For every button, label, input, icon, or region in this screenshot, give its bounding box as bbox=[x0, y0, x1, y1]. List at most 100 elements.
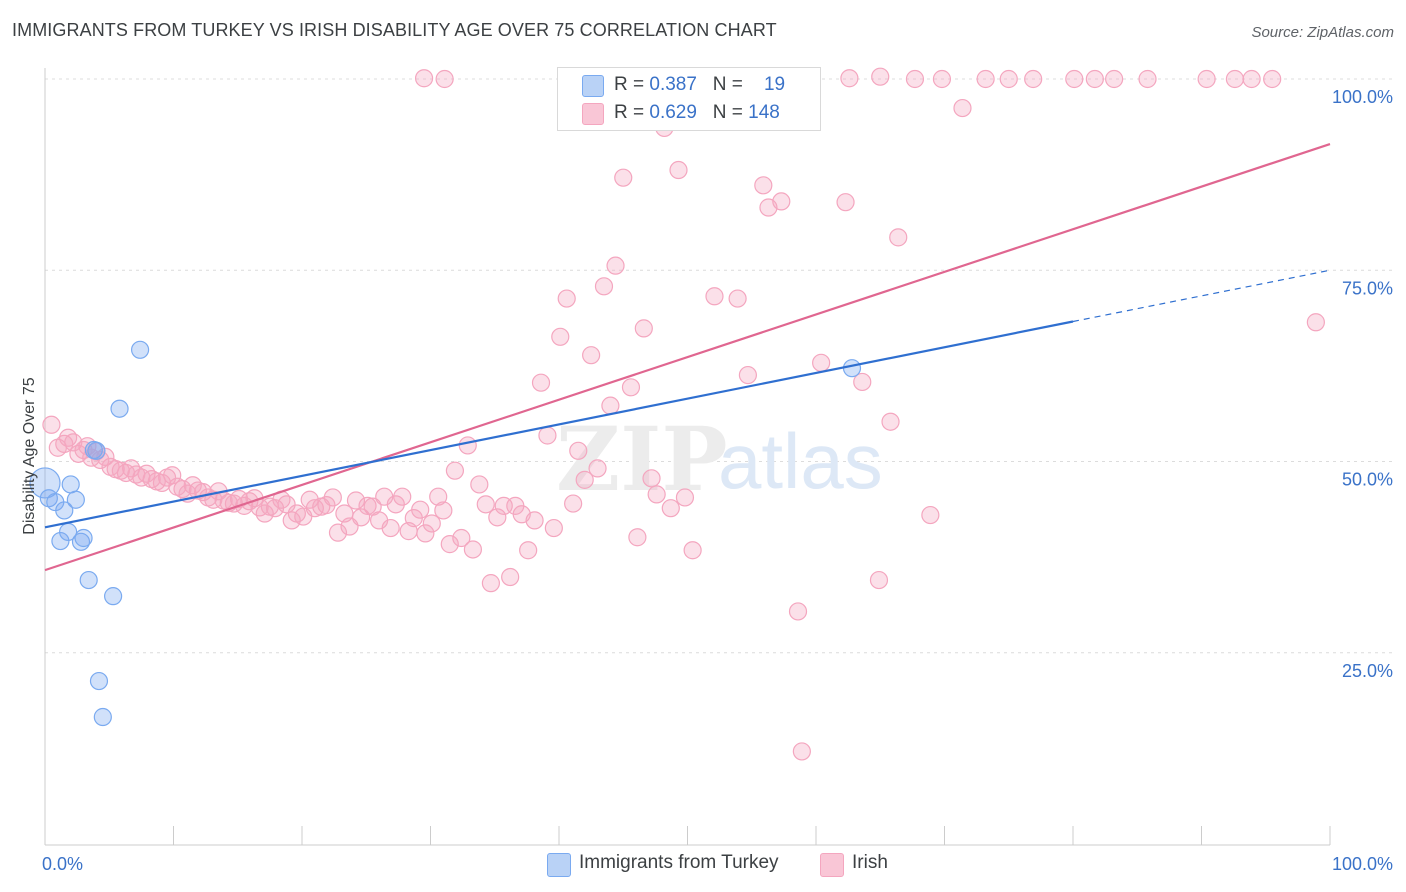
irish-point bbox=[163, 466, 182, 485]
irish-point bbox=[411, 500, 430, 519]
irish-point bbox=[905, 69, 925, 89]
irish-point bbox=[871, 67, 890, 86]
irish-point bbox=[788, 602, 808, 621]
irish-point bbox=[463, 540, 483, 559]
irish-point bbox=[96, 447, 115, 467]
irish-point bbox=[452, 528, 471, 548]
turkey-points bbox=[29, 340, 862, 727]
legend-r-value: 0.629 bbox=[649, 102, 697, 123]
irish-point bbox=[481, 574, 500, 593]
irish-point bbox=[501, 567, 520, 587]
irish-point bbox=[358, 496, 377, 515]
irish-point bbox=[434, 501, 453, 520]
turkey-point bbox=[55, 501, 74, 520]
irish-point bbox=[381, 518, 400, 538]
irish-point bbox=[470, 475, 489, 494]
irish-point bbox=[393, 487, 412, 506]
turkey-point bbox=[61, 475, 80, 494]
legend-r-label: R = bbox=[614, 102, 650, 123]
irish-point bbox=[435, 69, 454, 89]
irish-point bbox=[683, 541, 702, 560]
irish-point bbox=[932, 69, 952, 89]
y-axis-label: Disability Age Over 75 bbox=[21, 377, 38, 535]
turkey-point bbox=[79, 570, 98, 590]
irish-point bbox=[889, 228, 908, 247]
irish-point bbox=[352, 508, 371, 527]
irish-point bbox=[953, 98, 972, 118]
irish-point bbox=[525, 511, 544, 530]
bottom-legend-label-turkey: Immigrants from Turkey bbox=[579, 852, 779, 873]
chart-title: IMMIGRANTS FROM TURKEY VS IRISH DISABILI… bbox=[12, 20, 777, 40]
irish-point bbox=[1306, 313, 1325, 332]
irish-point bbox=[705, 287, 724, 306]
irish-point bbox=[531, 373, 551, 392]
irish-point bbox=[738, 365, 757, 385]
irish-point bbox=[91, 450, 110, 470]
irish-point bbox=[414, 69, 434, 88]
irish-point bbox=[1024, 69, 1043, 89]
tick-labels: 100.0% 75.0% 50.0% 25.0% 0.0% 100.0% bbox=[42, 87, 1393, 874]
irish-point bbox=[661, 499, 680, 518]
grid-lines bbox=[45, 78, 1392, 654]
legend-swatch-irish bbox=[582, 103, 604, 125]
turkey-point bbox=[842, 359, 862, 378]
irish-point bbox=[152, 473, 172, 493]
turkey-point bbox=[66, 490, 85, 509]
irish-point bbox=[458, 436, 477, 455]
irish-point bbox=[840, 69, 859, 88]
irish-point bbox=[614, 168, 633, 187]
irish-point bbox=[346, 491, 366, 510]
chart-source: Source: ZipAtlas.com bbox=[1251, 24, 1394, 41]
y-tick-label: 25.0% bbox=[1342, 661, 1393, 681]
legend-n-label: N = bbox=[712, 102, 749, 123]
irish-point bbox=[853, 372, 872, 392]
trend-lines bbox=[44, 142, 1331, 572]
legend-n-value: 148 bbox=[748, 102, 780, 123]
irish-point bbox=[277, 495, 296, 514]
irish-point bbox=[728, 289, 747, 308]
irish-point bbox=[772, 192, 791, 211]
irish-point bbox=[1065, 69, 1084, 89]
irish-point bbox=[881, 412, 900, 431]
bottom-legend-swatch-turkey bbox=[547, 853, 571, 877]
turkey-point bbox=[51, 531, 70, 551]
irish-point bbox=[1197, 69, 1216, 89]
irish-point bbox=[440, 535, 459, 554]
irish-point bbox=[551, 327, 570, 346]
irish-point bbox=[606, 256, 625, 275]
y-tick-label: 100.0% bbox=[1332, 87, 1393, 107]
irish-point bbox=[42, 415, 61, 434]
x-tick-label: 100.0% bbox=[1332, 854, 1393, 874]
irish-points bbox=[42, 67, 1325, 761]
irish-point bbox=[64, 433, 83, 452]
turkey-point bbox=[89, 671, 109, 691]
irish-point bbox=[569, 441, 588, 460]
irish-point bbox=[792, 742, 811, 761]
irish-point bbox=[628, 528, 647, 547]
bottom-legend-label-irish: Irish bbox=[852, 852, 888, 873]
irish-point bbox=[488, 508, 507, 527]
irish-point bbox=[869, 570, 889, 590]
irish-point bbox=[557, 289, 576, 308]
watermark-zip: ZIP bbox=[556, 407, 728, 511]
irish-point bbox=[1085, 69, 1104, 89]
irish-point bbox=[305, 499, 324, 518]
irish-point bbox=[582, 346, 601, 365]
irish-point bbox=[476, 495, 495, 514]
irish-point bbox=[675, 488, 695, 507]
axes bbox=[44, 68, 1331, 846]
turkey-trend-extension bbox=[1072, 269, 1331, 323]
irish-point bbox=[921, 505, 940, 525]
irish-point bbox=[594, 277, 614, 296]
irish-point bbox=[634, 319, 653, 338]
irish-point bbox=[575, 470, 594, 489]
irish-point bbox=[1138, 69, 1157, 89]
turkey-point bbox=[74, 528, 93, 548]
irish-point bbox=[183, 476, 202, 495]
irish-point bbox=[544, 518, 563, 538]
irish-point bbox=[1225, 69, 1245, 89]
turkey-point bbox=[87, 441, 106, 460]
irish-point bbox=[1263, 69, 1282, 89]
